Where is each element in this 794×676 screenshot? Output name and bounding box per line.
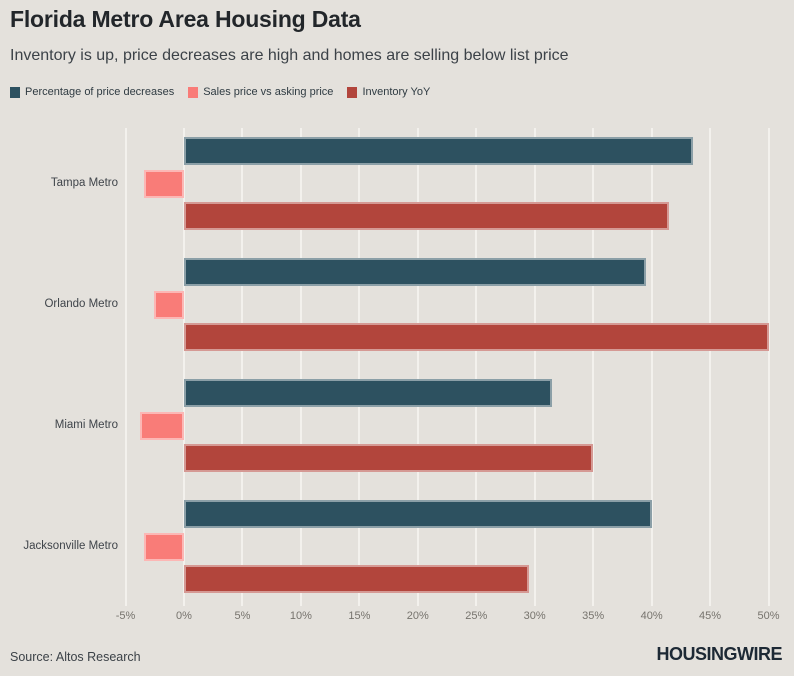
legend-item-inventory-yoy: Inventory YoY xyxy=(347,86,430,98)
legend-swatch-icon xyxy=(347,86,358,98)
gridline-20 xyxy=(416,128,419,600)
chart-title: Florida Metro Area Housing Data xyxy=(10,6,361,32)
legend-label: Percentage of price decreases xyxy=(25,86,175,98)
housingwire-logo: HOUSINGWIRE xyxy=(656,644,782,664)
bar-inventory-yoy-miami-metro xyxy=(184,444,594,472)
axis-tick xyxy=(358,600,361,606)
axis-tick xyxy=(592,600,595,606)
axis-tick xyxy=(299,600,302,606)
legend-label: Sales price vs asking price xyxy=(203,86,334,98)
category-label-tampa-metro: Tampa Metro xyxy=(50,176,118,189)
gridline-50 xyxy=(767,128,770,600)
gridline-0 xyxy=(183,128,185,600)
axis-tick xyxy=(533,600,536,606)
x-tick-label: 15% xyxy=(348,610,371,622)
source-note: Source: Altos Research xyxy=(10,650,141,664)
gridline-10 xyxy=(299,128,302,600)
x-tick-label: -5% xyxy=(115,610,136,622)
legend-item-sales-price-vs-asking-price: Sales price vs asking price xyxy=(188,86,333,98)
category-label-jacksonville-metro: Jacksonville Metro xyxy=(23,539,118,552)
bar-percentage-of-price-decreases-miami-metro xyxy=(184,379,553,407)
bar-sales-price-vs-asking-price-jacksonville-metro xyxy=(144,532,184,561)
x-tick-label: 20% xyxy=(406,610,429,622)
legend-item-percentage-of-price-decreases: Percentage of price decreases xyxy=(10,86,174,98)
x-tick-label: 10% xyxy=(289,610,312,622)
bar-sales-price-vs-asking-price-orlando-metro xyxy=(153,290,184,319)
category-label-orlando-metro: Orlando Metro xyxy=(44,297,118,310)
x-tick-label: 30% xyxy=(523,610,546,622)
gridline-25 xyxy=(475,128,478,600)
gridline-40 xyxy=(650,128,653,600)
x-tick-label: 35% xyxy=(582,610,605,622)
bar-sales-price-vs-asking-price-tampa-metro xyxy=(144,169,184,198)
legend-swatch-icon xyxy=(188,86,199,98)
legend-swatch-icon xyxy=(10,86,20,98)
axis-tick xyxy=(183,600,185,606)
axis-tick xyxy=(709,600,712,606)
gridline-30 xyxy=(533,128,536,600)
legend: Percentage of price decreases Sales price… xyxy=(10,86,430,98)
axis-tick xyxy=(124,600,127,606)
axis-tick xyxy=(241,600,244,606)
x-tick-label: 40% xyxy=(640,610,663,622)
legend-label: Inventory YoY xyxy=(362,86,431,98)
x-tick-label: 5% xyxy=(234,610,251,622)
bar-percentage-of-price-decreases-jacksonville-metro xyxy=(184,500,652,528)
gridline-35 xyxy=(592,128,595,600)
x-tick-label: 45% xyxy=(699,610,722,622)
x-tick-label: 50% xyxy=(757,610,780,622)
axis-tick xyxy=(650,600,653,606)
chart-subtitle: Inventory is up, price decreases are hig… xyxy=(10,47,569,64)
x-tick-label: 0% xyxy=(176,610,192,622)
category-label-miami-metro: Miami Metro xyxy=(54,418,118,431)
bar-percentage-of-price-decreases-tampa-metro xyxy=(184,137,693,165)
gridline-5 xyxy=(241,128,244,600)
axis-tick xyxy=(475,600,478,606)
x-tick-label: 25% xyxy=(465,610,488,622)
gridline-15 xyxy=(358,128,361,600)
bar-percentage-of-price-decreases-orlando-metro xyxy=(184,258,646,286)
bar-inventory-yoy-jacksonville-metro xyxy=(184,565,529,593)
bar-sales-price-vs-asking-price-miami-metro xyxy=(139,411,184,440)
bar-inventory-yoy-orlando-metro xyxy=(184,323,769,351)
axis-tick xyxy=(767,600,770,606)
axis-tick xyxy=(416,600,419,606)
bar-inventory-yoy-tampa-metro xyxy=(184,202,670,230)
gridline-45 xyxy=(709,128,712,600)
gridline-5 xyxy=(124,128,127,600)
